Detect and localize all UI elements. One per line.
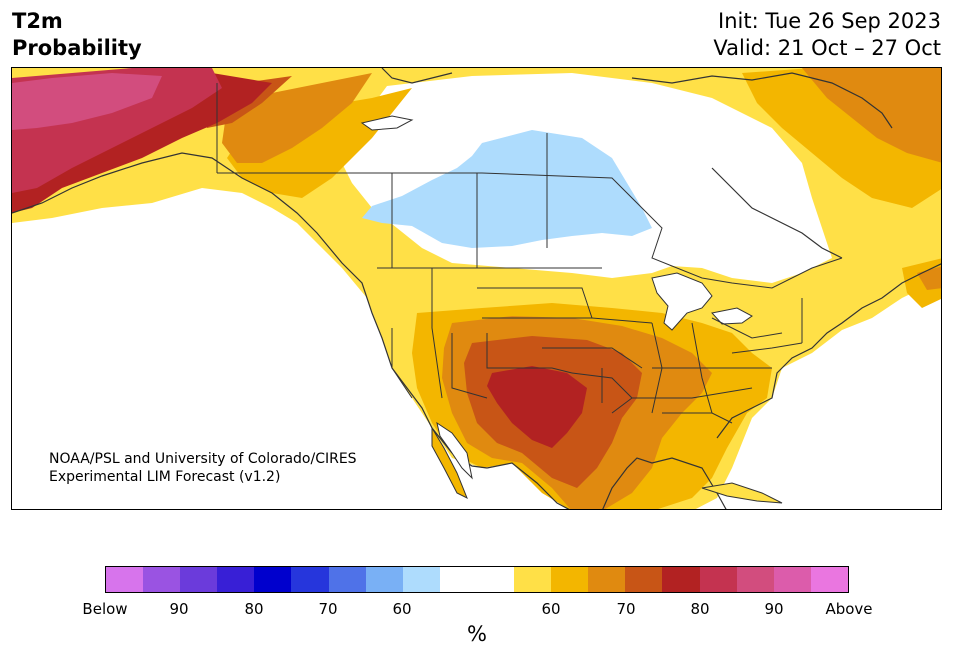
colorbar-segment-12 — [551, 567, 589, 592]
colorbar-segment-18 — [773, 567, 811, 592]
credit-line-2: Experimental LIM Forecast (v1.2) — [49, 469, 281, 485]
title-line-1: T2m — [12, 9, 63, 33]
colorbar-segment-0 — [106, 567, 144, 592]
colorbar-segment-1 — [143, 567, 181, 592]
colorbar-segment-11 — [514, 567, 552, 592]
below-normal-region — [362, 130, 652, 248]
colorbar-tick-below-60: 60 — [392, 600, 412, 618]
colorbar-tick-above: Above — [825, 600, 873, 618]
colorbar-segment-13 — [588, 567, 626, 592]
colorbar-segment-2 — [180, 567, 218, 592]
colorbar-segment-10 — [476, 567, 515, 592]
title-line-2: Probability — [12, 36, 142, 60]
colorbar-segment-7 — [365, 567, 403, 592]
colorbar-segment-14 — [625, 567, 663, 592]
colorbar-segment-15 — [662, 567, 700, 592]
colorbar-segment-5 — [291, 567, 329, 592]
credit-line-1: NOAA/PSL and University of Colorado/CIRE… — [49, 451, 357, 467]
colorbar — [105, 566, 849, 593]
colorbar-tick-above-60: 60 — [541, 600, 561, 618]
credit-text: NOAA/PSL and University of Colorado/CIRE… — [49, 450, 357, 486]
colorbar-segment-16 — [699, 567, 737, 592]
forecast-map — [11, 67, 942, 510]
colorbar-segment-8 — [402, 567, 440, 592]
colorbar-tick-below-70: 70 — [318, 600, 338, 618]
colorbar-segment-19 — [810, 567, 848, 592]
coastlines — [12, 68, 941, 509]
colorbar-segment-17 — [736, 567, 774, 592]
colorbar-tick-above-90: 90 — [764, 600, 784, 618]
probability-region-70-80 — [222, 73, 372, 163]
colorbar-segment-9 — [439, 567, 477, 592]
colorbar-segment-4 — [254, 567, 292, 592]
colorbar-tick-below-90: 90 — [169, 600, 189, 618]
forecast-dates: Init: Tue 26 Sep 2023 Valid: 21 Oct – 27… — [713, 8, 941, 62]
probability-region-60-70-inner — [227, 88, 412, 198]
colorbar-segment-3 — [217, 567, 255, 592]
colorbar-unit: % — [467, 622, 487, 646]
init-date: Init: Tue 26 Sep 2023 — [718, 9, 941, 33]
colorbar-tick-below-80: 80 — [244, 600, 264, 618]
colorbar-tick-above-70: 70 — [616, 600, 636, 618]
valid-date: Valid: 21 Oct – 27 Oct — [713, 36, 941, 60]
colorbar-segment-6 — [328, 567, 366, 592]
colorbar-tick-below: Below — [82, 600, 128, 618]
colorbar-tick-above-80: 80 — [690, 600, 710, 618]
probability-region-90-above — [487, 366, 587, 448]
map-title: T2m Probability — [12, 8, 142, 62]
great-lakes — [651, 272, 713, 331]
